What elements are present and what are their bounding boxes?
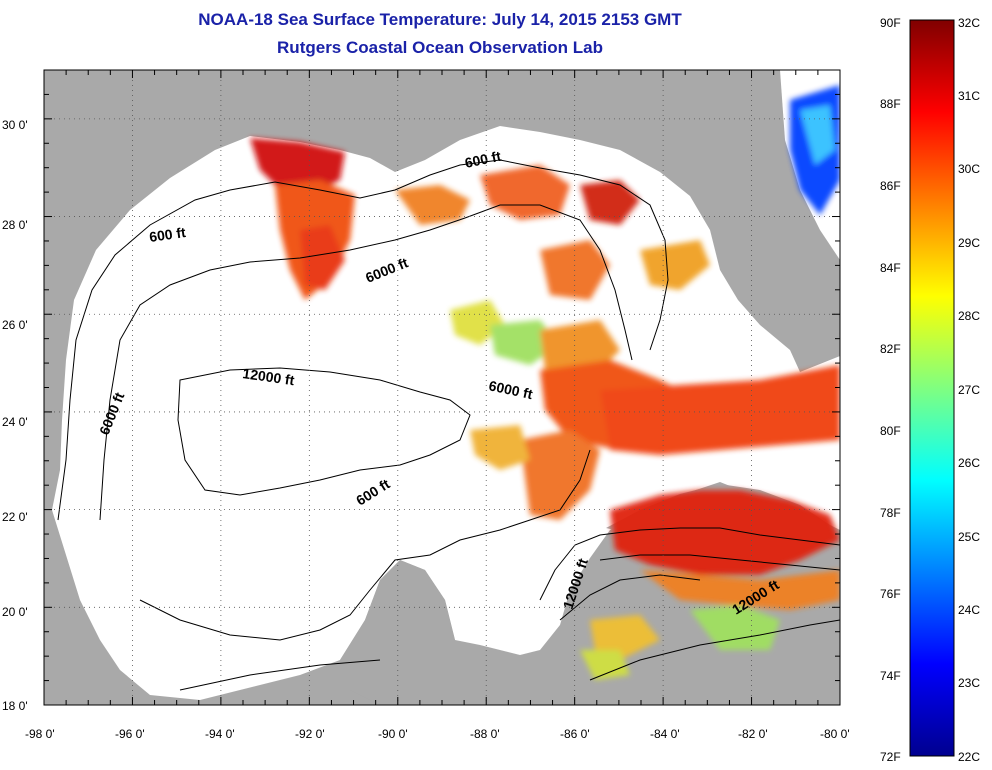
- y-tick-label: 18 0': [2, 699, 28, 713]
- x-tick-label: -94 0': [205, 727, 235, 741]
- colorbar-c-label: 28C: [958, 309, 980, 323]
- x-tick-label: -96 0': [115, 727, 145, 741]
- colorbar-celsius-labels: 32C 31C 30C 29C 28C 27C 26C 25C 24C 23C …: [958, 16, 980, 764]
- colorbar-f-label: 86F: [880, 179, 901, 193]
- colorbar-c-label: 23C: [958, 676, 980, 690]
- x-axis-labels: -98 0' -96 0' -94 0' -92 0' -90 0' -88 0…: [25, 727, 850, 741]
- yucatan-land: [340, 560, 470, 705]
- x-tick-label: -98 0': [25, 727, 55, 741]
- y-tick-label: 22 0': [2, 510, 28, 524]
- y-tick-label: 20 0': [2, 605, 28, 619]
- colorbar-c-label: 30C: [958, 162, 980, 176]
- colorbar-f-label: 72F: [880, 750, 901, 764]
- y-tick-label: 26 0': [2, 318, 28, 332]
- map-ticks: [43, 69, 841, 706]
- y-tick-label: 28 0': [2, 218, 28, 232]
- contour-label-12000-center: 12000 ft: [242, 365, 296, 388]
- contour-label-600-north: 600 ft: [463, 148, 502, 171]
- depth-contours: [57, 159, 840, 691]
- colorbar-c-label: 26C: [958, 456, 980, 470]
- colorbar-f-label: 82F: [880, 342, 901, 356]
- x-tick-label: -88 0': [470, 727, 500, 741]
- colorbar-f-label: 90F: [880, 16, 901, 30]
- x-tick-label: -80 0': [820, 727, 850, 741]
- y-tick-label: 24 0': [2, 415, 28, 429]
- colorbar-c-label: 22C: [958, 750, 980, 764]
- sst-patches: [250, 85, 840, 680]
- colorbar-c-label: 31C: [958, 89, 980, 103]
- map-subtitle: Rutgers Coastal Ocean Observation Lab: [277, 38, 603, 57]
- colorbar-c-label: 29C: [958, 236, 980, 250]
- x-tick-label: -90 0': [378, 727, 408, 741]
- x-tick-label: -82 0': [738, 727, 768, 741]
- colorbar-f-label: 84F: [880, 261, 901, 275]
- colorbar-f-label: 88F: [880, 97, 901, 111]
- colorbar-c-label: 27C: [958, 383, 980, 397]
- y-tick-label: 30 0': [2, 118, 28, 132]
- colorbar-c-label: 32C: [958, 16, 980, 30]
- contour-label-600-west: 600 ft: [148, 224, 187, 245]
- x-tick-label: -84 0': [650, 727, 680, 741]
- gulf-water: [52, 126, 840, 700]
- colorbar-f-label: 80F: [880, 424, 901, 438]
- grid-lines: [44, 70, 840, 705]
- colorbar-fahrenheit-labels: 90F 88F 86F 84F 82F 80F 78F 76F 74F 72F: [880, 16, 901, 764]
- y-axis-labels: 30 0' 28 0' 26 0' 24 0' 22 0' 20 0' 18 0…: [2, 118, 28, 713]
- x-tick-label: -92 0': [295, 727, 325, 741]
- map-title: NOAA-18 Sea Surface Temperature: July 14…: [198, 10, 682, 29]
- colorbar-c-label: 25C: [958, 530, 980, 544]
- colorbar-f-label: 78F: [880, 506, 901, 520]
- x-tick-label: -86 0': [560, 727, 590, 741]
- colorbar-f-label: 74F: [880, 669, 901, 683]
- colorbar-f-label: 76F: [880, 587, 901, 601]
- colorbar: [909, 19, 955, 757]
- colorbar-c-label: 24C: [958, 603, 980, 617]
